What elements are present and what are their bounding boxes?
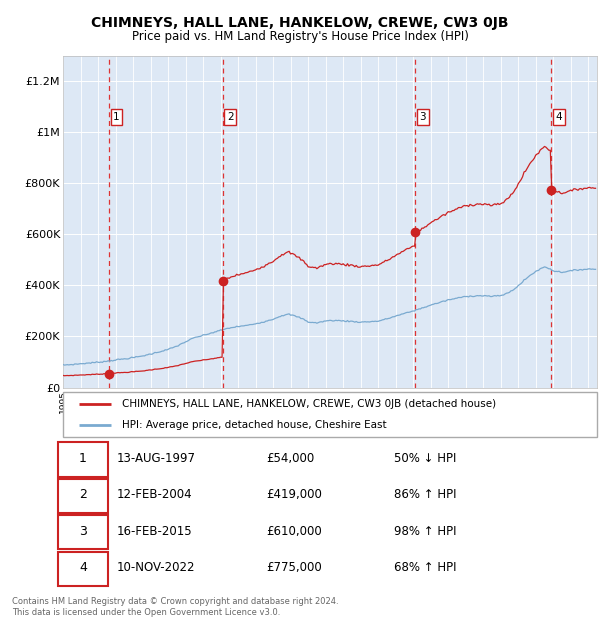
Text: £419,000: £419,000 <box>266 489 322 502</box>
Text: 3: 3 <box>79 525 87 538</box>
Text: 4: 4 <box>79 561 87 574</box>
Text: 68% ↑ HPI: 68% ↑ HPI <box>394 561 457 574</box>
Text: 50% ↓ HPI: 50% ↓ HPI <box>394 452 457 465</box>
Text: CHIMNEYS, HALL LANE, HANKELOW, CREWE, CW3 0JB: CHIMNEYS, HALL LANE, HANKELOW, CREWE, CW… <box>91 16 509 30</box>
Text: £54,000: £54,000 <box>266 452 314 465</box>
Text: 2: 2 <box>227 112 233 122</box>
Text: 3: 3 <box>419 112 426 122</box>
Text: 1: 1 <box>113 112 120 122</box>
Text: 10-NOV-2022: 10-NOV-2022 <box>116 561 195 574</box>
Text: £610,000: £610,000 <box>266 525 322 538</box>
Text: HPI: Average price, detached house, Cheshire East: HPI: Average price, detached house, Ches… <box>122 420 386 430</box>
FancyBboxPatch shape <box>58 515 109 549</box>
FancyBboxPatch shape <box>58 443 109 477</box>
Text: £775,000: £775,000 <box>266 561 322 574</box>
Text: 86% ↑ HPI: 86% ↑ HPI <box>394 489 457 502</box>
Text: 13-AUG-1997: 13-AUG-1997 <box>116 452 196 465</box>
Text: 2: 2 <box>79 489 87 502</box>
Text: 4: 4 <box>555 112 562 122</box>
FancyBboxPatch shape <box>58 479 109 513</box>
Text: 98% ↑ HPI: 98% ↑ HPI <box>394 525 457 538</box>
FancyBboxPatch shape <box>58 552 109 586</box>
Text: CHIMNEYS, HALL LANE, HANKELOW, CREWE, CW3 0JB (detached house): CHIMNEYS, HALL LANE, HANKELOW, CREWE, CW… <box>122 399 496 409</box>
Text: Contains HM Land Registry data © Crown copyright and database right 2024.
This d: Contains HM Land Registry data © Crown c… <box>12 598 338 617</box>
Text: Price paid vs. HM Land Registry's House Price Index (HPI): Price paid vs. HM Land Registry's House … <box>131 30 469 43</box>
Text: 1: 1 <box>79 452 87 465</box>
Text: 12-FEB-2004: 12-FEB-2004 <box>116 489 192 502</box>
Text: 16-FEB-2015: 16-FEB-2015 <box>116 525 192 538</box>
